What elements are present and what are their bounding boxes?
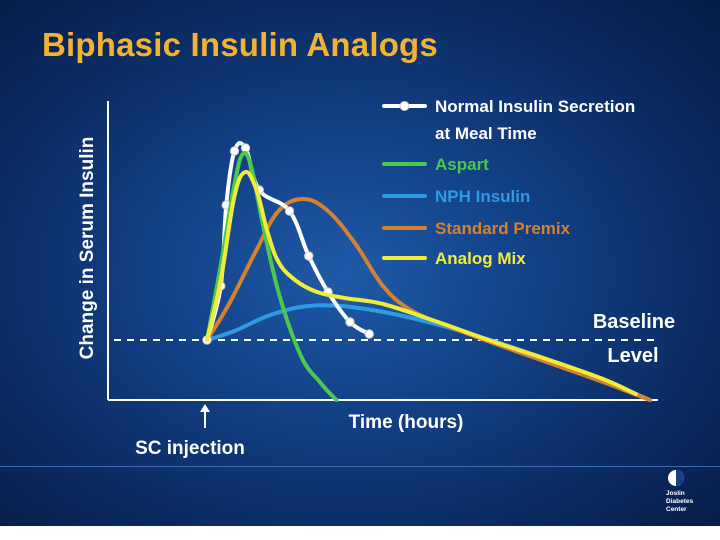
series-point-normal-insulin-secretion-at-meal-time-7: [304, 251, 314, 261]
baseline-label-line1: Baseline: [593, 311, 675, 333]
injection-arrow-head: [200, 404, 210, 412]
chart-axes: [107, 101, 658, 401]
legend: Normal Insulin Secretion at Meal Time Aspa…: [382, 97, 635, 268]
sc-injection-label: SC injection: [135, 438, 245, 459]
y-axis-label: Change in Serum Insulin: [77, 137, 98, 360]
injection-arrow-icon: [200, 404, 210, 428]
joslin-logo: Joslin Diabetes Center: [664, 470, 714, 524]
x-axis-label: Time (hours): [349, 412, 464, 433]
legend-marker-normal-insulin-secretion-at-meal-time: [399, 101, 410, 111]
joslin-logo-icon: [668, 470, 684, 486]
legend-label-normal-insulin-secretion-at-meal-time-1: Normal Insulin Secretion: [435, 97, 635, 116]
slide-title: Biphasic Insulin Analogs: [42, 26, 438, 63]
series-line-analog-mix: [205, 169, 638, 396]
legend-label-nph-insulin: NPH Insulin: [435, 187, 530, 206]
slide-background: Biphasic Insulin Analogs Baseline Level N…: [0, 0, 720, 526]
series-line-standard-premix: [205, 197, 652, 402]
baseline-label-line2: Level: [607, 345, 658, 367]
chart: Baseline Level Normal Insulin Secretion at…: [77, 97, 675, 459]
annotations: Change in Serum Insulin Time (hours) SC …: [77, 137, 463, 459]
legend-label-analog-mix: Analog Mix: [435, 249, 526, 268]
legend-label-aspart: Aspart: [435, 155, 489, 174]
legend-label-standard-premix: Standard Premix: [435, 219, 571, 238]
series-point-normal-insulin-secretion-at-meal-time-4: [240, 143, 251, 153]
series-layer: [202, 141, 652, 402]
series-point-normal-insulin-secretion-at-meal-time-3: [229, 146, 240, 156]
bottom-strip: [0, 526, 720, 540]
series-point-normal-insulin-secretion-at-meal-time-6: [284, 206, 295, 216]
footer-divider: [0, 466, 720, 467]
series-point-normal-insulin-secretion-at-meal-time-10: [364, 329, 374, 339]
logo-text: Joslin Diabetes Center: [666, 490, 694, 513]
legend-label-normal-insulin-secretion-at-meal-time-2: at Meal Time: [435, 124, 537, 143]
baseline-group: Baseline Level: [114, 311, 675, 367]
series-point-normal-insulin-secretion-at-meal-time-9: [345, 317, 355, 327]
